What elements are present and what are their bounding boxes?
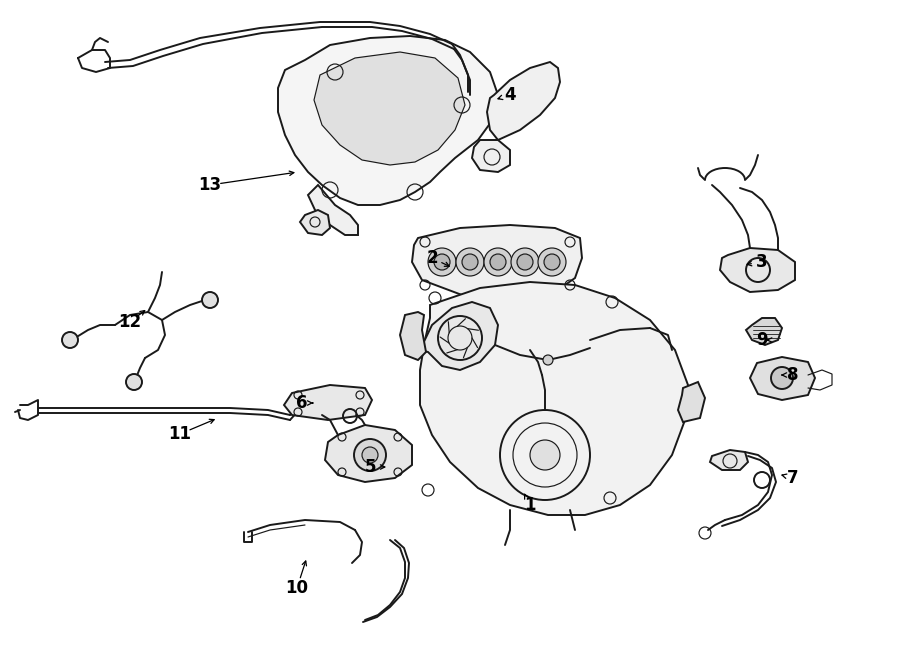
Text: 11: 11	[168, 425, 192, 443]
Polygon shape	[710, 450, 748, 470]
Text: 9: 9	[756, 331, 768, 349]
Polygon shape	[472, 140, 510, 172]
Circle shape	[538, 248, 566, 276]
Circle shape	[354, 439, 386, 471]
Text: 5: 5	[365, 458, 377, 476]
Polygon shape	[678, 382, 705, 422]
Circle shape	[530, 440, 560, 470]
Circle shape	[126, 374, 142, 390]
Circle shape	[434, 254, 450, 270]
Circle shape	[202, 292, 218, 308]
Text: 1: 1	[524, 496, 536, 514]
Polygon shape	[412, 225, 582, 298]
Polygon shape	[325, 425, 412, 482]
Text: 2: 2	[427, 249, 437, 267]
Polygon shape	[300, 210, 330, 235]
Circle shape	[543, 355, 553, 365]
Circle shape	[362, 447, 378, 463]
Polygon shape	[750, 357, 815, 400]
Circle shape	[511, 248, 539, 276]
Polygon shape	[420, 282, 688, 515]
Circle shape	[771, 367, 793, 389]
Circle shape	[484, 248, 512, 276]
Circle shape	[490, 254, 506, 270]
Polygon shape	[284, 385, 372, 420]
Text: 7: 7	[788, 469, 799, 487]
Text: 6: 6	[296, 394, 308, 412]
Text: 3: 3	[756, 253, 768, 271]
Circle shape	[456, 248, 484, 276]
Circle shape	[62, 332, 78, 348]
Polygon shape	[487, 62, 560, 140]
Polygon shape	[420, 302, 498, 370]
Polygon shape	[308, 185, 358, 235]
Circle shape	[428, 248, 456, 276]
Polygon shape	[746, 318, 782, 345]
Polygon shape	[400, 312, 426, 360]
Circle shape	[544, 254, 560, 270]
Polygon shape	[720, 248, 795, 292]
Text: 13: 13	[198, 176, 221, 194]
Text: 10: 10	[285, 579, 309, 597]
Text: 12: 12	[119, 313, 141, 331]
Text: 8: 8	[788, 366, 799, 384]
Polygon shape	[278, 36, 498, 205]
Polygon shape	[314, 52, 465, 165]
Text: 4: 4	[504, 86, 516, 104]
Circle shape	[462, 254, 478, 270]
Circle shape	[517, 254, 533, 270]
